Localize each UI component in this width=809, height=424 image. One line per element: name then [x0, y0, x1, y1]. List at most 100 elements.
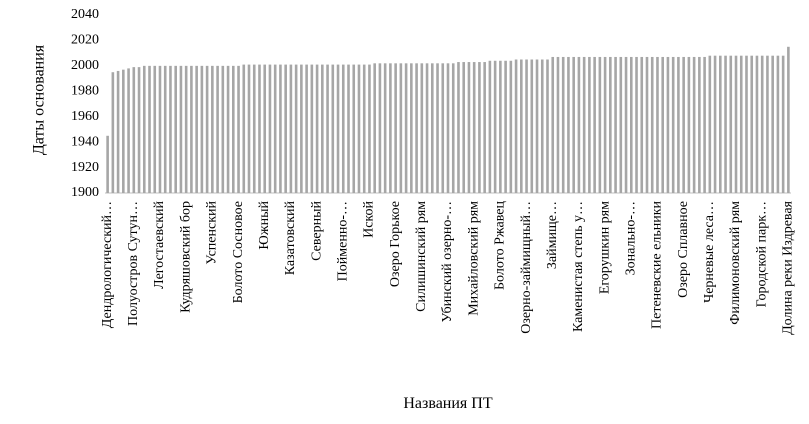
x-tick-label: Городской парк…: [754, 201, 769, 307]
bar: [116, 70, 120, 193]
bar: [624, 56, 628, 194]
bar: [394, 63, 397, 193]
bar: [582, 56, 586, 194]
bar: [656, 56, 659, 194]
bar: [383, 63, 387, 193]
bar: [305, 64, 308, 193]
y-tick-label: 1980: [71, 84, 99, 99]
bar: [446, 63, 450, 193]
bar: [169, 65, 172, 193]
bar: [347, 64, 350, 193]
bar: [493, 60, 497, 194]
bar: [132, 67, 136, 193]
bar: [195, 65, 198, 193]
bar: [153, 65, 157, 193]
x-tick-label: Озеро Горькое: [388, 201, 403, 287]
x-tick-label: Озеро Сплавное: [676, 201, 691, 298]
bar: [551, 56, 555, 194]
bar: [404, 63, 408, 193]
bar: [420, 63, 424, 193]
x-tick-label: Озерно-займищный…: [519, 201, 534, 334]
bar: [504, 60, 507, 194]
bar: [184, 65, 188, 193]
bar: [671, 56, 675, 194]
bar: [111, 72, 115, 193]
bar: [462, 62, 466, 193]
bar: [231, 65, 235, 193]
bar: [425, 63, 429, 193]
bar: [760, 55, 764, 193]
bar: [771, 55, 774, 193]
x-tick-label: Силишинский рям: [414, 201, 429, 312]
bar: [567, 56, 570, 194]
x-tick-label: Убинский озерно-…: [440, 201, 455, 323]
bar: [530, 59, 534, 193]
x-tick-label: Кудряшовский бор: [178, 201, 193, 313]
x-tick-label: Болото Ржавец: [493, 200, 508, 290]
bar: [441, 63, 445, 193]
bar: [273, 64, 277, 193]
bar: [603, 56, 607, 194]
bar: [525, 59, 528, 193]
x-tick-label: Иской: [362, 201, 377, 238]
bar: [373, 63, 376, 193]
bar: [661, 56, 665, 194]
x-tick-label: Казатовский: [283, 201, 298, 276]
bar: [148, 65, 151, 193]
bar: [321, 64, 324, 193]
bar: [221, 65, 225, 193]
bar: [252, 64, 256, 193]
bar: [577, 56, 581, 194]
bar: [289, 64, 293, 193]
bar: [750, 55, 754, 193]
bar: [640, 56, 644, 194]
bar: [216, 65, 219, 193]
x-tick-label: Пойменно-…: [335, 201, 350, 281]
bar: [776, 55, 780, 193]
x-tick-label: Михайловский рям: [466, 201, 481, 316]
bar: [478, 62, 481, 193]
bar: [226, 65, 230, 193]
y-tick-label: 1960: [71, 109, 99, 124]
bar: [708, 55, 712, 193]
bar: [745, 55, 748, 193]
bar: [352, 64, 356, 193]
bar: [326, 64, 329, 193]
bar: [499, 60, 502, 194]
bar: [472, 62, 476, 193]
x-tick-label: Каменистая степь у…: [571, 201, 586, 332]
bar: [174, 65, 177, 193]
x-tick-label: Филимоновский рям: [728, 201, 743, 325]
bar: [677, 56, 680, 194]
bar: [237, 65, 240, 193]
bar: [650, 56, 654, 194]
x-tick-label: Болото Сосновое: [231, 201, 246, 303]
bar: [629, 56, 633, 194]
bar: [242, 64, 246, 193]
bar: [410, 63, 413, 193]
y-tick-label: 1940: [71, 134, 99, 149]
bar: [415, 63, 418, 193]
bar: [163, 65, 167, 193]
bar: [158, 65, 162, 193]
x-tick-label: Дендрологический…: [100, 201, 115, 328]
bar: [556, 56, 560, 194]
x-tick-label: Зонально-…: [624, 201, 639, 275]
bar: [378, 63, 382, 193]
bar: [729, 55, 733, 193]
x-tick-label: Южный: [257, 200, 272, 249]
bar: [713, 55, 717, 193]
bar: [645, 56, 649, 194]
bar: [279, 64, 282, 193]
x-tick-label: Легостаевский: [152, 201, 167, 289]
bar: [520, 59, 523, 193]
bar: [692, 56, 696, 194]
bar: [205, 65, 209, 193]
bar: [106, 135, 109, 193]
x-tick-label: Полуостров Сутун…: [126, 201, 141, 326]
bar: [719, 55, 722, 193]
bar: [598, 56, 602, 194]
x-tick-label: Займище…: [545, 201, 560, 269]
y-tick-label: 2000: [71, 58, 99, 73]
